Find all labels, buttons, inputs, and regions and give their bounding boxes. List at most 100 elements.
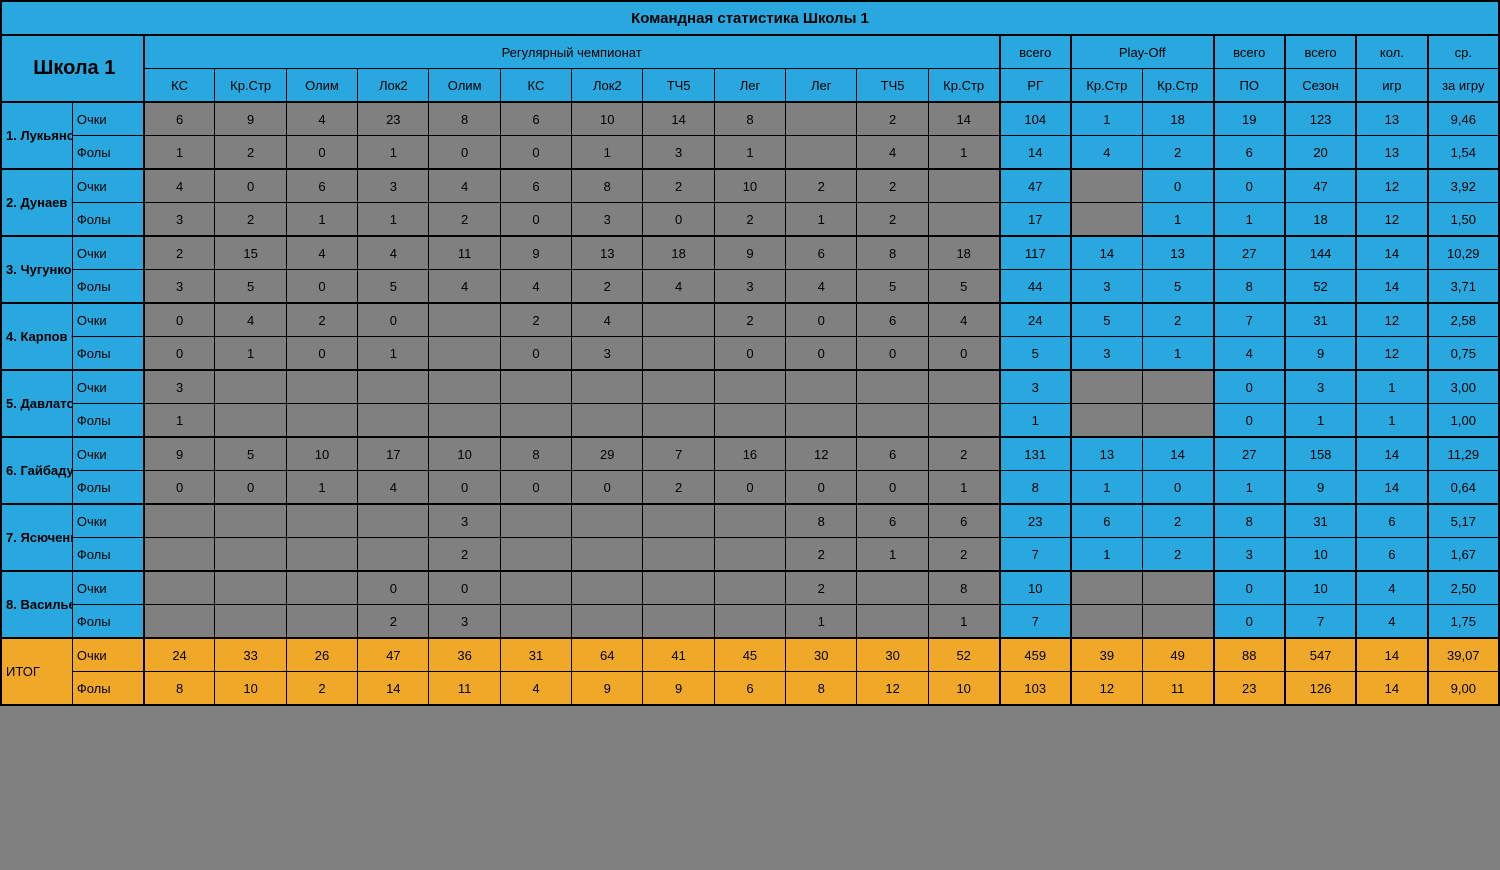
points-cell: 23: [358, 102, 429, 136]
fouls-cell: 10: [215, 672, 286, 706]
fouls-cell: [928, 404, 999, 438]
fouls-cell: 1: [928, 136, 999, 170]
fouls-cell: 1: [358, 136, 429, 170]
avg-fouls: 0,64: [1428, 471, 1499, 505]
season-fouls: 10: [1285, 538, 1356, 572]
fouls-cell: 2: [358, 605, 429, 639]
points-cell: 16: [714, 437, 785, 471]
points-cell: 52: [928, 638, 999, 672]
playoff-points: 39: [1071, 638, 1142, 672]
total-rg-points: 24: [1000, 303, 1071, 337]
points-cell: 18: [643, 236, 714, 270]
season-fouls: 18: [1285, 203, 1356, 237]
total-po-fouls: 0: [1214, 605, 1285, 639]
playoff-points: 13: [1142, 236, 1213, 270]
points-cell: 2: [286, 303, 357, 337]
points-cell: 4: [215, 303, 286, 337]
fouls-cell: 0: [786, 471, 857, 505]
points-cell: 6: [857, 303, 928, 337]
metric-fouls: Фолы: [72, 337, 143, 371]
points-cell: 0: [786, 303, 857, 337]
games-fouls: 14: [1356, 471, 1427, 505]
points-cell: 14: [928, 102, 999, 136]
fouls-cell: 2: [215, 203, 286, 237]
points-cell: 4: [358, 236, 429, 270]
playoff-points: 2: [1142, 504, 1213, 538]
playoff-fouls: [1071, 404, 1142, 438]
points-cell: [429, 370, 500, 404]
games-fouls: 4: [1356, 605, 1427, 639]
points-cell: 3: [358, 169, 429, 203]
season-points: 3: [1285, 370, 1356, 404]
points-cell: 0: [144, 303, 215, 337]
points-cell: [215, 370, 286, 404]
total-rg-fouls: 103: [1000, 672, 1071, 706]
points-cell: 0: [358, 571, 429, 605]
game-header: КС: [144, 69, 215, 103]
points-cell: 10: [429, 437, 500, 471]
points-cell: 17: [358, 437, 429, 471]
fouls-cell: [786, 136, 857, 170]
fouls-cell: [572, 605, 643, 639]
playoff-fouls: 4: [1071, 136, 1142, 170]
game-header: Кр.Стр: [928, 69, 999, 103]
season-fouls: 20: [1285, 136, 1356, 170]
points-cell: 30: [786, 638, 857, 672]
points-cell: 6: [286, 169, 357, 203]
fouls-cell: 0: [429, 136, 500, 170]
avg-fouls: 1,67: [1428, 538, 1499, 572]
fouls-cell: 1: [572, 136, 643, 170]
fouls-cell: 12: [857, 672, 928, 706]
points-cell: 4: [429, 169, 500, 203]
metric-points: Очки: [72, 303, 143, 337]
fouls-cell: 9: [643, 672, 714, 706]
fouls-cell: [358, 404, 429, 438]
points-cell: [500, 370, 571, 404]
playoff-fouls: [1071, 203, 1142, 237]
fouls-cell: [215, 538, 286, 572]
games-fouls: 6: [1356, 538, 1427, 572]
points-cell: 30: [857, 638, 928, 672]
total-po-points: 88: [1214, 638, 1285, 672]
playoff-fouls: [1142, 404, 1213, 438]
total-rg-fouls: 5: [1000, 337, 1071, 371]
fouls-cell: 8: [786, 672, 857, 706]
fouls-cell: 0: [215, 471, 286, 505]
game-header: КС: [500, 69, 571, 103]
playoff-points: 1: [1071, 102, 1142, 136]
fouls-cell: 3: [714, 270, 785, 304]
fouls-cell: 0: [500, 337, 571, 371]
season-points: 144: [1285, 236, 1356, 270]
fouls-cell: 14: [358, 672, 429, 706]
fouls-cell: 2: [429, 203, 500, 237]
regular-header: Регулярный чемпионат: [144, 35, 1000, 69]
points-cell: [500, 571, 571, 605]
total-po-header: всего: [1214, 35, 1285, 69]
metric-fouls: Фолы: [72, 404, 143, 438]
fouls-cell: 4: [643, 270, 714, 304]
games-fouls: 12: [1356, 337, 1427, 371]
fouls-cell: 1: [144, 404, 215, 438]
fouls-cell: 1: [928, 605, 999, 639]
points-cell: 14: [643, 102, 714, 136]
games-points: 14: [1356, 437, 1427, 471]
season-fouls: 1: [1285, 404, 1356, 438]
points-cell: [857, 571, 928, 605]
playoff-fouls: 1: [1071, 538, 1142, 572]
points-cell: [144, 571, 215, 605]
points-cell: 41: [643, 638, 714, 672]
points-cell: [572, 504, 643, 538]
fouls-cell: [643, 605, 714, 639]
points-cell: [857, 370, 928, 404]
total-po-points: 27: [1214, 437, 1285, 471]
playoff-points: 49: [1142, 638, 1213, 672]
points-cell: 45: [714, 638, 785, 672]
fouls-cell: [500, 538, 571, 572]
points-cell: 2: [643, 169, 714, 203]
metric-points: Очки: [72, 437, 143, 471]
points-cell: 26: [286, 638, 357, 672]
avg-fouls: 1,54: [1428, 136, 1499, 170]
metric-points: Очки: [72, 102, 143, 136]
season-points: 47: [1285, 169, 1356, 203]
metric-fouls: Фолы: [72, 203, 143, 237]
